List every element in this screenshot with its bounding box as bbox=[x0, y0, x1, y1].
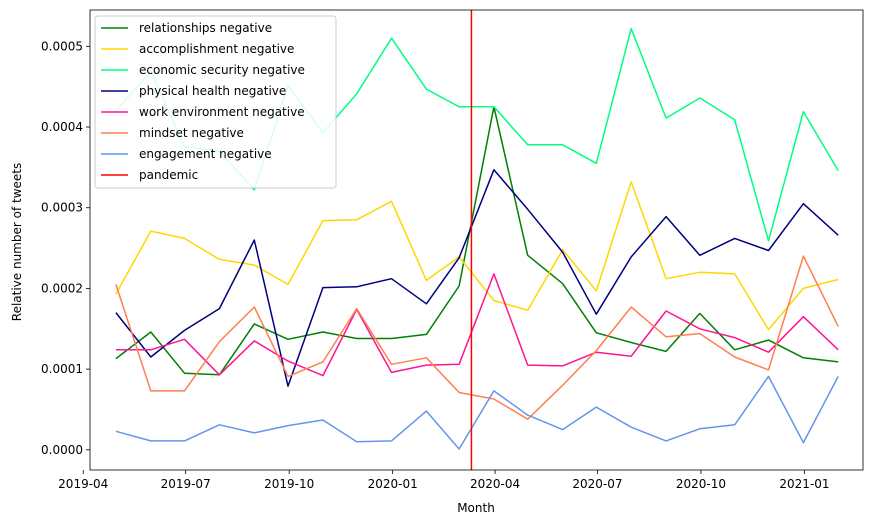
y-axis-label: Relative number of tweets bbox=[10, 163, 24, 321]
x-axis-label: Month bbox=[457, 501, 495, 515]
y-tick-label: 0.0005 bbox=[41, 39, 83, 53]
legend-entry-label: physical health negative bbox=[139, 84, 286, 98]
legend-entry-label: accomplishment negative bbox=[139, 42, 294, 56]
legend-entry-label: pandemic bbox=[139, 168, 198, 182]
y-tick-label: 0.0000 bbox=[41, 443, 83, 457]
series-line-3 bbox=[115, 169, 839, 387]
y-tick-label: 0.0002 bbox=[41, 281, 83, 295]
series-line-6 bbox=[115, 375, 839, 450]
x-tick-label: 2019-04 bbox=[58, 477, 108, 491]
x-tick-label: 2020-01 bbox=[368, 477, 418, 491]
legend-box bbox=[94, 15, 337, 189]
x-tick-label: 2020-04 bbox=[470, 477, 520, 491]
x-tick-label: 2020-10 bbox=[676, 477, 726, 491]
series-line-5 bbox=[115, 255, 839, 420]
x-tick-label: 2021-01 bbox=[779, 477, 829, 491]
series-line-4 bbox=[115, 273, 839, 377]
legend-entry-label: engagement negative bbox=[139, 147, 272, 161]
x-tick-label: 2019-10 bbox=[264, 477, 314, 491]
series-line-0 bbox=[115, 106, 839, 376]
legend: relationships negative accomplishment neg… bbox=[94, 15, 337, 189]
y-axis-ticks: 0.0000 0.0001 0.0002 0.0003 0.0004 0.0005 bbox=[41, 39, 90, 457]
y-tick-label: 0.0003 bbox=[41, 201, 83, 215]
x-tick-label: 2020-07 bbox=[572, 477, 622, 491]
y-tick-label: 0.0001 bbox=[41, 362, 83, 376]
legend-entry-label: mindset negative bbox=[139, 126, 244, 140]
series-line-1 bbox=[115, 181, 839, 331]
legend-entry-label: economic security negative bbox=[139, 63, 305, 77]
legend-entry-label: work environment negative bbox=[139, 105, 305, 119]
legend-entry-label: relationships negative bbox=[139, 21, 272, 35]
y-tick-label: 0.0004 bbox=[41, 120, 83, 134]
plot-frame bbox=[89, 9, 864, 471]
x-tick-label: 2019-07 bbox=[161, 477, 211, 491]
x-axis-ticks: 2019-04 2019-07 2019-10 2020-01 2020-04 2020-… bbox=[58, 470, 830, 491]
